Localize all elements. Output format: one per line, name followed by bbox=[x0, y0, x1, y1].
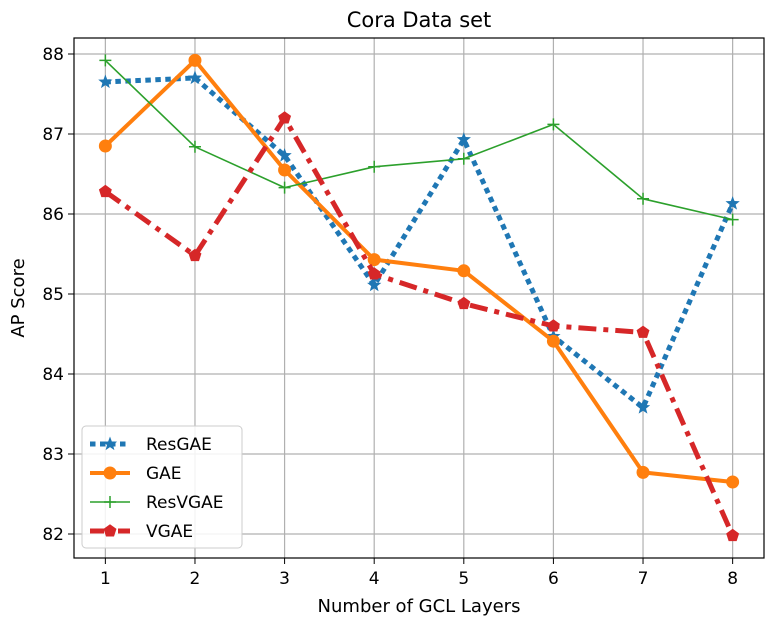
y-axis-ticks: 82 83 84 85 86 87 88 bbox=[42, 45, 74, 545]
legend-entry: GAE bbox=[90, 464, 182, 484]
data-point bbox=[547, 118, 560, 131]
data-point bbox=[98, 184, 112, 198]
series-resvgae bbox=[99, 54, 739, 226]
x-axis-ticks: 1 2 3 4 5 6 7 8 bbox=[100, 558, 738, 589]
x-tick-label: 8 bbox=[727, 569, 738, 589]
data-point bbox=[188, 53, 202, 67]
chart-title: Cora Data set bbox=[347, 8, 492, 32]
x-tick-label: 1 bbox=[100, 569, 111, 589]
data-point bbox=[278, 163, 292, 177]
series-gae bbox=[98, 53, 740, 489]
data-point bbox=[726, 528, 740, 542]
x-tick-label: 2 bbox=[190, 569, 201, 589]
x-tick-label: 4 bbox=[369, 569, 380, 589]
data-point bbox=[367, 253, 381, 267]
legend-entry: ResGAE bbox=[90, 435, 212, 455]
legend-label: GAE bbox=[146, 464, 182, 484]
data-point bbox=[367, 277, 382, 292]
data-point bbox=[187, 70, 203, 85]
y-tick-label: 82 bbox=[42, 525, 64, 545]
y-tick-label: 87 bbox=[42, 125, 64, 145]
legend-label: ResVGAE bbox=[146, 493, 224, 513]
y-tick-label: 85 bbox=[42, 285, 64, 305]
legend-entry: VGAE bbox=[90, 522, 193, 542]
data-point bbox=[546, 319, 560, 332]
data-point bbox=[726, 213, 739, 226]
y-tick-label: 88 bbox=[42, 45, 64, 65]
data-point bbox=[188, 248, 202, 262]
data-point bbox=[98, 139, 112, 153]
legend-label: VGAE bbox=[146, 522, 193, 542]
data-point bbox=[278, 181, 291, 194]
data-point bbox=[457, 152, 470, 165]
x-tick-label: 3 bbox=[279, 569, 290, 589]
plot-frame bbox=[73, 37, 765, 559]
legend-entry: ResVGAE bbox=[90, 493, 224, 513]
series-line bbox=[103, 58, 733, 484]
data-point bbox=[636, 325, 650, 338]
x-tick-label: 7 bbox=[638, 569, 649, 589]
data-point bbox=[637, 192, 650, 205]
legend-marker bbox=[102, 436, 118, 451]
data-point bbox=[98, 74, 113, 89]
x-tick-label: 5 bbox=[458, 569, 469, 589]
data-point bbox=[367, 267, 381, 280]
y-tick-label: 84 bbox=[42, 365, 64, 385]
legend-box bbox=[81, 425, 243, 549]
series-vgae bbox=[98, 111, 740, 542]
legend-marker bbox=[103, 466, 117, 480]
y-tick-label: 83 bbox=[42, 445, 64, 465]
legend-marker bbox=[104, 496, 116, 508]
y-axis-label: AP Score bbox=[8, 258, 29, 337]
data-point bbox=[99, 54, 112, 67]
data-point bbox=[278, 111, 292, 124]
y-tick-label: 86 bbox=[42, 205, 64, 225]
x-tick-label: 6 bbox=[548, 569, 559, 589]
data-point bbox=[457, 264, 471, 278]
data-point bbox=[457, 296, 471, 310]
series-line bbox=[105, 75, 735, 411]
data-point bbox=[635, 400, 651, 414]
series-layer bbox=[98, 53, 740, 542]
data-point bbox=[726, 475, 740, 489]
legend: ResGAE GAE ResVGAE VGAE bbox=[81, 425, 243, 549]
data-point bbox=[188, 140, 201, 153]
x-axis-label: Number of GCL Layers bbox=[318, 596, 521, 617]
series-line bbox=[103, 115, 735, 537]
data-point bbox=[368, 160, 381, 173]
data-point bbox=[456, 132, 471, 146]
data-point bbox=[636, 465, 650, 479]
legend-label: ResGAE bbox=[146, 435, 212, 455]
series-line bbox=[104, 59, 733, 221]
data-point bbox=[546, 334, 560, 348]
data-point bbox=[725, 196, 740, 210]
data-point bbox=[277, 148, 292, 162]
legend-marker bbox=[103, 524, 117, 537]
